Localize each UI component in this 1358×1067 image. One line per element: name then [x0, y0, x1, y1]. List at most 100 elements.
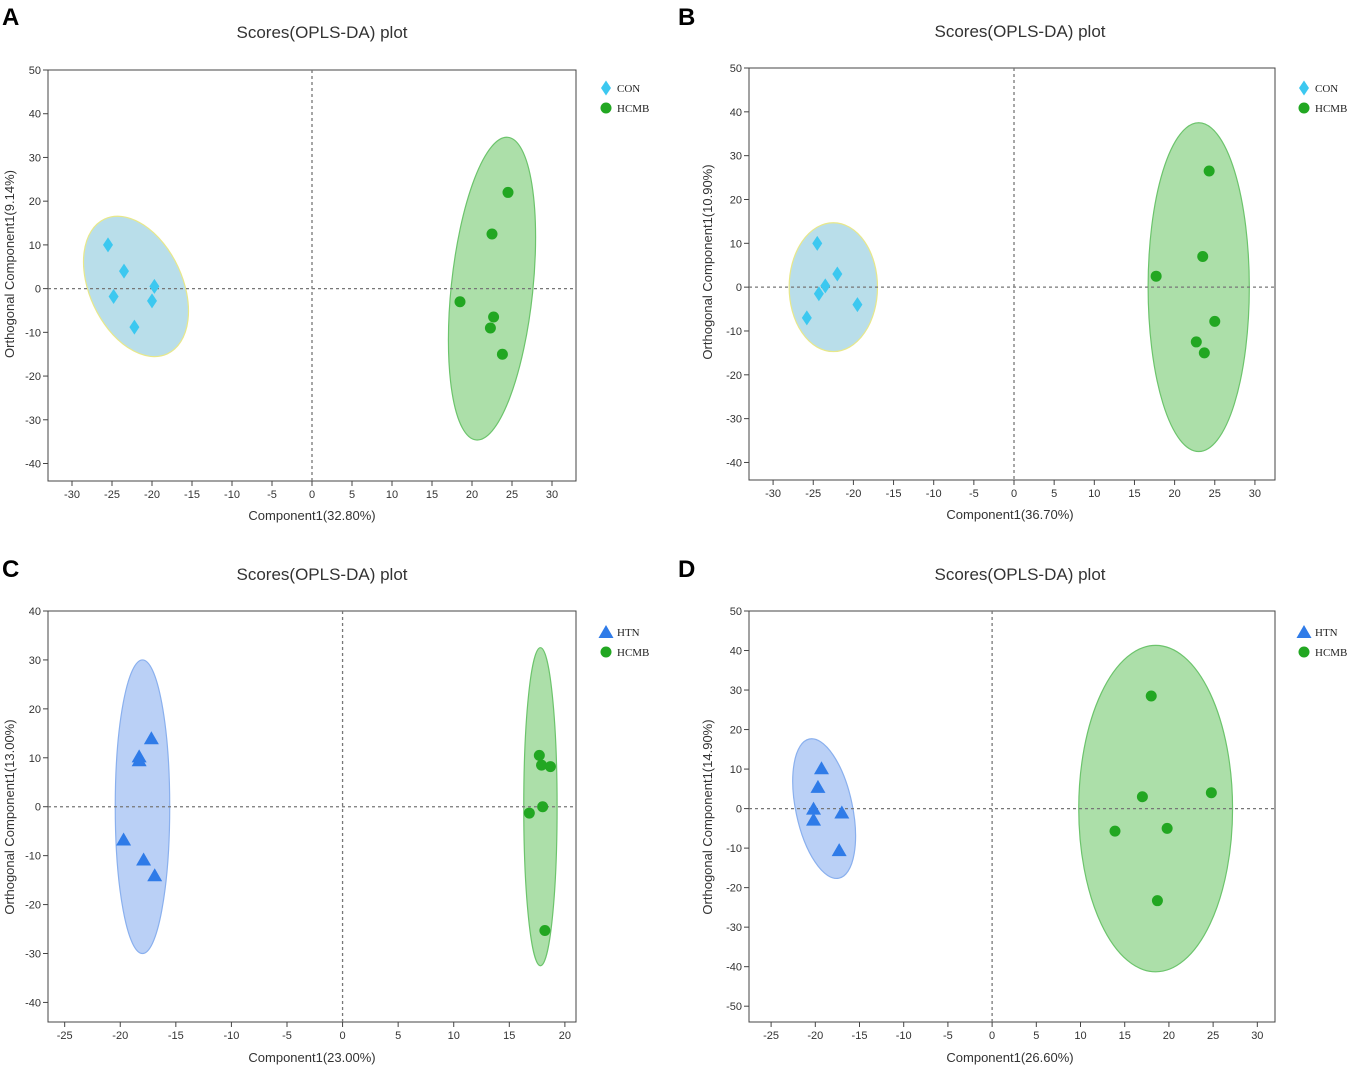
panel-b-y-tick-label: 20 [730, 194, 742, 206]
panel-d-x-tick-label: 20 [1163, 1030, 1175, 1042]
panel-b-y-axis-label: Orthogonal Component1(10.90%) [700, 164, 715, 359]
panel-a-hcmb-point [496, 348, 508, 360]
panel-c-legend-htn-label: HTN [617, 627, 640, 639]
panel-c-htn-point [116, 832, 132, 846]
panel-a-y-tick-label: 50 [29, 65, 41, 77]
panel-d-y-tick-label: 30 [730, 685, 742, 697]
panel-b-y-tick-label: 50 [730, 63, 742, 75]
panel-a-y-tick-label: 10 [29, 240, 41, 252]
panel-d-y-axis-label: Orthogonal Component1(14.90%) [700, 719, 715, 914]
panel-c-y-tick-label: 0 [35, 802, 41, 814]
panel-a-x-tick-label: -25 [104, 489, 120, 501]
panel-a-x-tick-label: 30 [546, 489, 558, 501]
panel-b-con-point [813, 286, 824, 302]
panel-a-x-tick-label: 5 [349, 489, 355, 501]
panel-b-hcmb-point [1209, 315, 1221, 327]
panel-a-y-tick-label: -20 [25, 371, 41, 383]
panel-a-y-tick-label: 20 [29, 196, 41, 208]
panel-a-y-tick-label: -10 [25, 327, 41, 339]
panel-c-hcmb-point [539, 925, 551, 937]
panel-a-con-point [147, 293, 157, 309]
panel-c-y-tick-label: -40 [25, 997, 41, 1009]
panel-d-htn-point [806, 812, 822, 826]
panel-c-hcmb-point [533, 749, 545, 761]
panel-d-y-tick-label: -20 [726, 883, 742, 895]
panel-c-label: C [2, 556, 19, 583]
panel-b-legend-hcmb-label: HCMB [1315, 103, 1347, 115]
panel-c-legend-htn-marker [598, 625, 614, 638]
panel-b-con-point [820, 278, 831, 294]
panel-d-legend-htn-marker [1296, 625, 1312, 638]
panel-d-y-tick-label: 50 [730, 606, 742, 618]
panel-d-hcmb-point [1136, 791, 1148, 803]
panel-a-x-axis-label: Component1(32.80%) [248, 508, 375, 523]
panel-b-x-tick-label: -5 [969, 488, 979, 500]
panel-d-y-tick-label: 40 [730, 646, 742, 658]
panel-b-y-tick-label: 0 [736, 282, 742, 294]
panel-d-hcmb-confidence-ellipse [1078, 644, 1234, 973]
panel-d-y-tick-label: 10 [730, 764, 742, 776]
panel-c-y-tick-label: -30 [25, 949, 41, 961]
panel-b-y-tick-label: 40 [730, 107, 742, 119]
panel-d-x-tick-label: -20 [807, 1030, 823, 1042]
panel-b-hcmb-point [1203, 165, 1215, 177]
panel-d-hcmb-point [1109, 825, 1121, 837]
panel-c-y-tick-label: 20 [29, 704, 41, 716]
panel-b-y-tick-label: -20 [726, 370, 742, 382]
panel-b-x-tick-label: 15 [1128, 488, 1140, 500]
panel-a-label: A [2, 4, 19, 31]
panel-b-x-tick-label: 5 [1051, 488, 1057, 500]
panel-c: C Scores(OPLS-DA) plot Component1(23.00%… [2, 556, 649, 1065]
panel-d-hcmb-point [1151, 895, 1163, 907]
panel-b-con-point [852, 297, 863, 313]
panel-d-x-axis-label: Component1(26.60%) [946, 1050, 1073, 1065]
panel-b-y-tick-label: 30 [730, 151, 742, 163]
panel-b-x-tick-label: 30 [1249, 488, 1261, 500]
panel-c-x-tick-label: -25 [57, 1030, 73, 1042]
panel-b-con-point [801, 310, 812, 326]
panel-a-title: Scores(OPLS-DA) plot [237, 23, 408, 42]
panel-c-x-tick-label: 20 [559, 1030, 571, 1042]
panel-c-x-tick-label: 15 [503, 1030, 515, 1042]
panel-c-hcmb-point [536, 759, 548, 771]
panel-b-x-tick-label: 0 [1011, 488, 1017, 500]
panel-c-legend-hcmb-label: HCMB [617, 647, 649, 659]
panel-b-x-tick-label: 10 [1088, 488, 1100, 500]
panel-b-x-tick-label: -10 [926, 488, 942, 500]
panel-d-x-tick-label: -10 [896, 1030, 912, 1042]
panel-c-y-axis-label: Orthogonal Component1(13.00%) [2, 719, 17, 914]
panel-d-y-tick-label: 0 [736, 804, 742, 816]
panel-b-label: B [678, 4, 695, 31]
panel-c-htn-point [147, 868, 163, 882]
panel-c-x-tick-label: -20 [112, 1030, 128, 1042]
panel-a-hcmb-point [484, 322, 496, 334]
panel-d-y-tick-label: -10 [726, 843, 742, 855]
panel-c-plot-frame [47, 610, 577, 1023]
panel-a-x-tick-label: -5 [267, 489, 277, 501]
panel-a-x-tick-label: 0 [309, 489, 315, 501]
panel-c-htn-confidence-ellipse [114, 659, 171, 955]
panel-b-x-tick-label: -30 [765, 488, 781, 500]
panel-a-legend-con-marker [601, 80, 611, 96]
panel-c-hcmb-point [537, 801, 549, 813]
panel-a-hcmb-point [486, 228, 498, 240]
panel-a-con-point [119, 263, 129, 279]
panel-a-y-tick-label: 0 [35, 284, 41, 296]
panel-d-x-tick-label: -15 [852, 1030, 868, 1042]
panel-a-legend-con-label: CON [617, 83, 640, 95]
panel-d-htn-point [831, 843, 847, 857]
panel-b-x-tick-label: -15 [886, 488, 902, 500]
panel-d-x-tick-label: 25 [1207, 1030, 1219, 1042]
panel-c-y-tick-label: 30 [29, 655, 41, 667]
panel-b-y-tick-label: -30 [726, 414, 742, 426]
panel-a: A Scores(OPLS-DA) plot Component1(32.80%… [2, 4, 649, 523]
panel-b-x-tick-label: 20 [1168, 488, 1180, 500]
panel-d-hcmb-point [1161, 822, 1173, 834]
panel-c-hcmb-point [523, 807, 535, 819]
panel-b-x-tick-label: -25 [805, 488, 821, 500]
panel-d-htn-confidence-ellipse [792, 738, 857, 880]
panel-d-htn-point [813, 761, 829, 775]
panel-a-y-axis-label: Orthogonal Component1(9.14%) [2, 170, 17, 358]
panel-b-hcmb-point [1150, 270, 1162, 282]
